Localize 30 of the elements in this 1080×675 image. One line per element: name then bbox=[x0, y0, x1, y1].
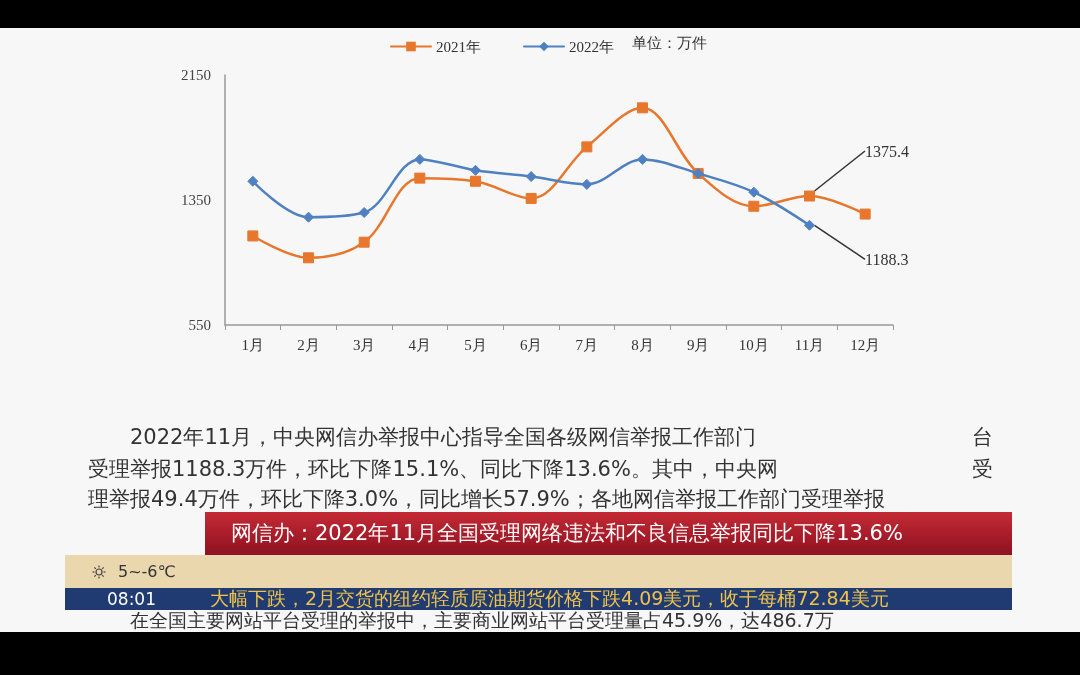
x-tick-label: 1月 bbox=[241, 336, 265, 353]
x-tick-label: 12月 bbox=[850, 336, 881, 353]
y-tick-label: 2150 bbox=[181, 67, 211, 83]
text: 08:01 bbox=[107, 589, 156, 609]
text: 5~-6℃ bbox=[118, 562, 176, 581]
data-label: 1188.3 bbox=[865, 250, 909, 268]
legend-label: 2021年 bbox=[436, 38, 481, 55]
x-tick-label: 8月 bbox=[631, 336, 654, 353]
x-tick-label: 4月 bbox=[408, 336, 432, 353]
text: 受理举报1188.3万件，环比下降15.1%、同比下降13.6%。其中，中央网 bbox=[88, 457, 778, 481]
text: 在全国主要网站平台受理的举报中，主要商业网站平台受理量占45.9%，达486.7万 bbox=[130, 609, 834, 631]
x-tick-label: 10月 bbox=[738, 336, 769, 353]
legend-label: 2022年 bbox=[569, 38, 614, 55]
text: 台 bbox=[972, 425, 993, 449]
text: 大幅下跌，2月交货的纽约轻质原油期货价格下跌4.09美元，收于每桶72.84美元 bbox=[210, 587, 889, 609]
x-tick-label: 5月 bbox=[464, 336, 487, 353]
y-axis-title: 单位：万件 bbox=[632, 34, 707, 51]
data-label: 1375.4 bbox=[865, 142, 909, 160]
x-tick-label: 3月 bbox=[352, 336, 376, 353]
text: 受 bbox=[972, 457, 993, 481]
y-tick-label: 550 bbox=[188, 317, 211, 333]
text: 2022年11月，中央网信办举报中心指导全国各级网信举报工作部门 bbox=[130, 425, 757, 449]
x-tick-label: 7月 bbox=[575, 336, 599, 353]
y-tick-label: 1350 bbox=[181, 192, 211, 208]
text: 网信办：2022年11月全国受理网络违法和不良信息举报同比下降13.6% bbox=[205, 512, 1012, 555]
text: 理举报49.4万件，环比下降3.0%，同比增长57.9%；各地网信举报工作部门受理举报 bbox=[88, 487, 885, 511]
x-tick-label: 6月 bbox=[519, 336, 543, 353]
x-tick-label: 9月 bbox=[686, 336, 710, 353]
x-tick-label: 2月 bbox=[297, 336, 320, 353]
x-tick-label: 11月 bbox=[794, 336, 825, 353]
